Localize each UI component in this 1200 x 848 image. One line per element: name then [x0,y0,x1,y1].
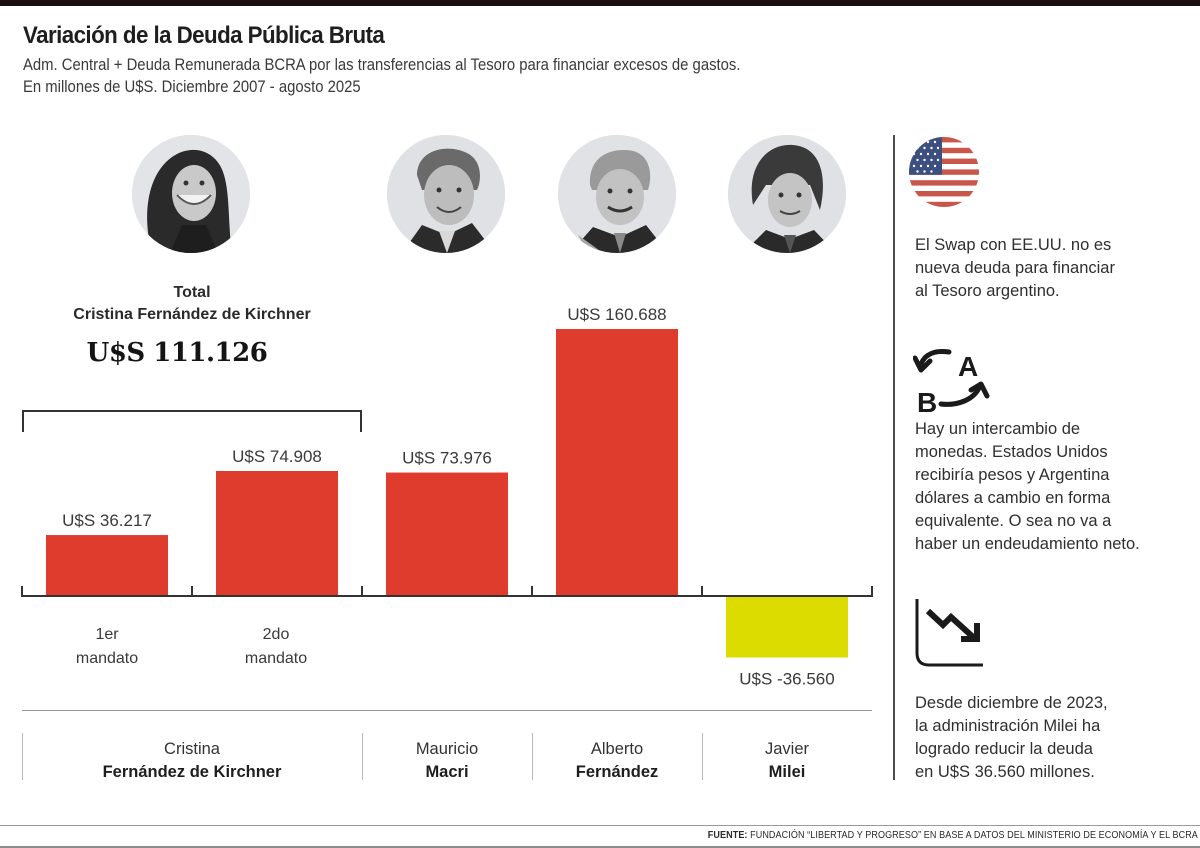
exchange-note-line: equivalente. O sea no va a [915,512,1112,530]
reduction-note: Desde diciembre de 2023, la administraci… [915,692,1108,784]
exchange-note-line: recibiría pesos y Argentina [915,466,1110,484]
mandato-1-line-1: 1er [95,626,119,643]
total-label-line-2: Cristina Fernández de Kirchner [73,306,311,323]
downtrend-chart-icon [913,595,988,670]
us-flag-icon [909,137,979,207]
cristina-fernandez-portrait [132,135,250,253]
bar-value-label-4: U$S 160.688 [567,305,666,324]
footer-rule [0,825,1200,826]
chart-title: Variación de la Deuda Pública Bruta [23,22,385,49]
name-separator [362,733,363,780]
reduction-note-line: Desde diciembre de 2023, [915,694,1108,712]
exchange-note: Hay un intercambio de monedas. Estados U… [915,418,1140,556]
source-text: FUNDACIÓN “LIBERTAD Y PROGRESO” EN BASE … [747,829,1198,841]
bar-value-label-5: U$S -36.560 [739,670,834,689]
names-divider [22,710,872,711]
president-first-name: Cristina [164,740,220,758]
name-separator [22,733,23,780]
bar-chart: U$S 36.217 U$S 74.908 U$S 73.976 U$S 160.68… [21,305,873,689]
chart-subtitle: Adm. Central + Deuda Remunerada BCRA por… [23,54,740,98]
name-separator [532,733,533,780]
president-first-name: Mauricio [415,740,479,758]
x-axis [21,586,873,597]
president-first-name: Alberto [590,740,644,758]
bar-2 [216,470,338,595]
exchange-letter-a: A [958,351,978,382]
exchange-note-line: dólares a cambio en forma [915,489,1111,507]
bar-value-label-2: U$S 74.908 [232,447,322,466]
source-label: FUENTE: [707,829,748,841]
president-name-macri: Mauricio Macri [362,738,532,784]
alberto-fernandez-portrait [558,135,676,253]
president-last-name: Fernández [575,763,659,781]
total-label-line-1: Total [173,284,211,301]
cfk-bracket [22,410,362,432]
president-first-name: Javier [764,740,809,758]
swap-note-line: al Tesoro argentino. [915,282,1060,300]
total-cfk-label: Total Cristina Fernández de Kirchner [22,282,362,326]
bar-value-label-3: U$S 73.976 [402,449,492,468]
bar-value-label-1: U$S 36.217 [62,511,152,530]
mandato-2-line-1: 2do [262,626,290,643]
subtitle-line-2: En millones de U$S. Diciembre 2007 - ago… [23,78,361,96]
president-name-milei: Javier Milei [702,738,872,784]
mandato-label-1: 1er mandato [45,623,169,671]
bar-5 [726,597,848,658]
currency-exchange-icon: A B [912,342,993,418]
reduction-note-line: la administración Milei ha [915,717,1101,735]
top-border [0,0,1200,6]
exchange-note-line: Hay un intercambio de [915,420,1081,438]
reduction-note-line: logrado reducir la deuda [915,740,1093,758]
subtitle-line-1: Adm. Central + Deuda Remunerada BCRA por… [23,56,741,74]
bar-3 [386,472,508,595]
name-separator [702,733,703,780]
exchange-note-line: monedas. Estados Unidos [915,443,1108,461]
president-last-name: Fernández de Kirchner [102,763,282,781]
mauricio-macri-portrait [387,135,505,253]
total-cfk-value: U$S 111.126 [86,338,268,368]
mandato-2-line-2: mandato [244,650,308,667]
footer-bottom-rule [0,846,1200,848]
swap-note-line: El Swap con EE.UU. no es [915,236,1112,254]
bar-4 [556,329,678,595]
president-name-cfk: Cristina Fernández de Kirchner [22,738,362,784]
exchange-letter-b: B [917,387,937,414]
value-labels-layer: U$S 36.217 U$S 74.908 U$S 73.976 U$S 160.68… [62,305,835,689]
president-name-alberto: Alberto Fernández [532,738,702,784]
bars-layer [46,329,848,658]
mandato-label-2: 2do mandato [214,623,338,671]
exchange-note-line: haber un endeudamiento neto. [915,535,1140,553]
sidebar-divider [893,135,895,780]
reduction-note-line: en U$S 36.560 millones. [915,763,1095,781]
president-last-name: Milei [768,763,806,781]
president-last-name: Macri [425,763,469,781]
swap-note: El Swap con EE.UU. no es nueva deuda par… [915,234,1115,303]
swap-note-line: nueva deuda para financiar [915,259,1115,277]
source-note: FUENTE: FUNDACIÓN “LIBERTAD Y PROGRESO” … [708,829,1198,841]
bar-1 [46,535,168,595]
mandato-1-line-2: mandato [75,650,139,667]
javier-milei-portrait [728,135,846,253]
